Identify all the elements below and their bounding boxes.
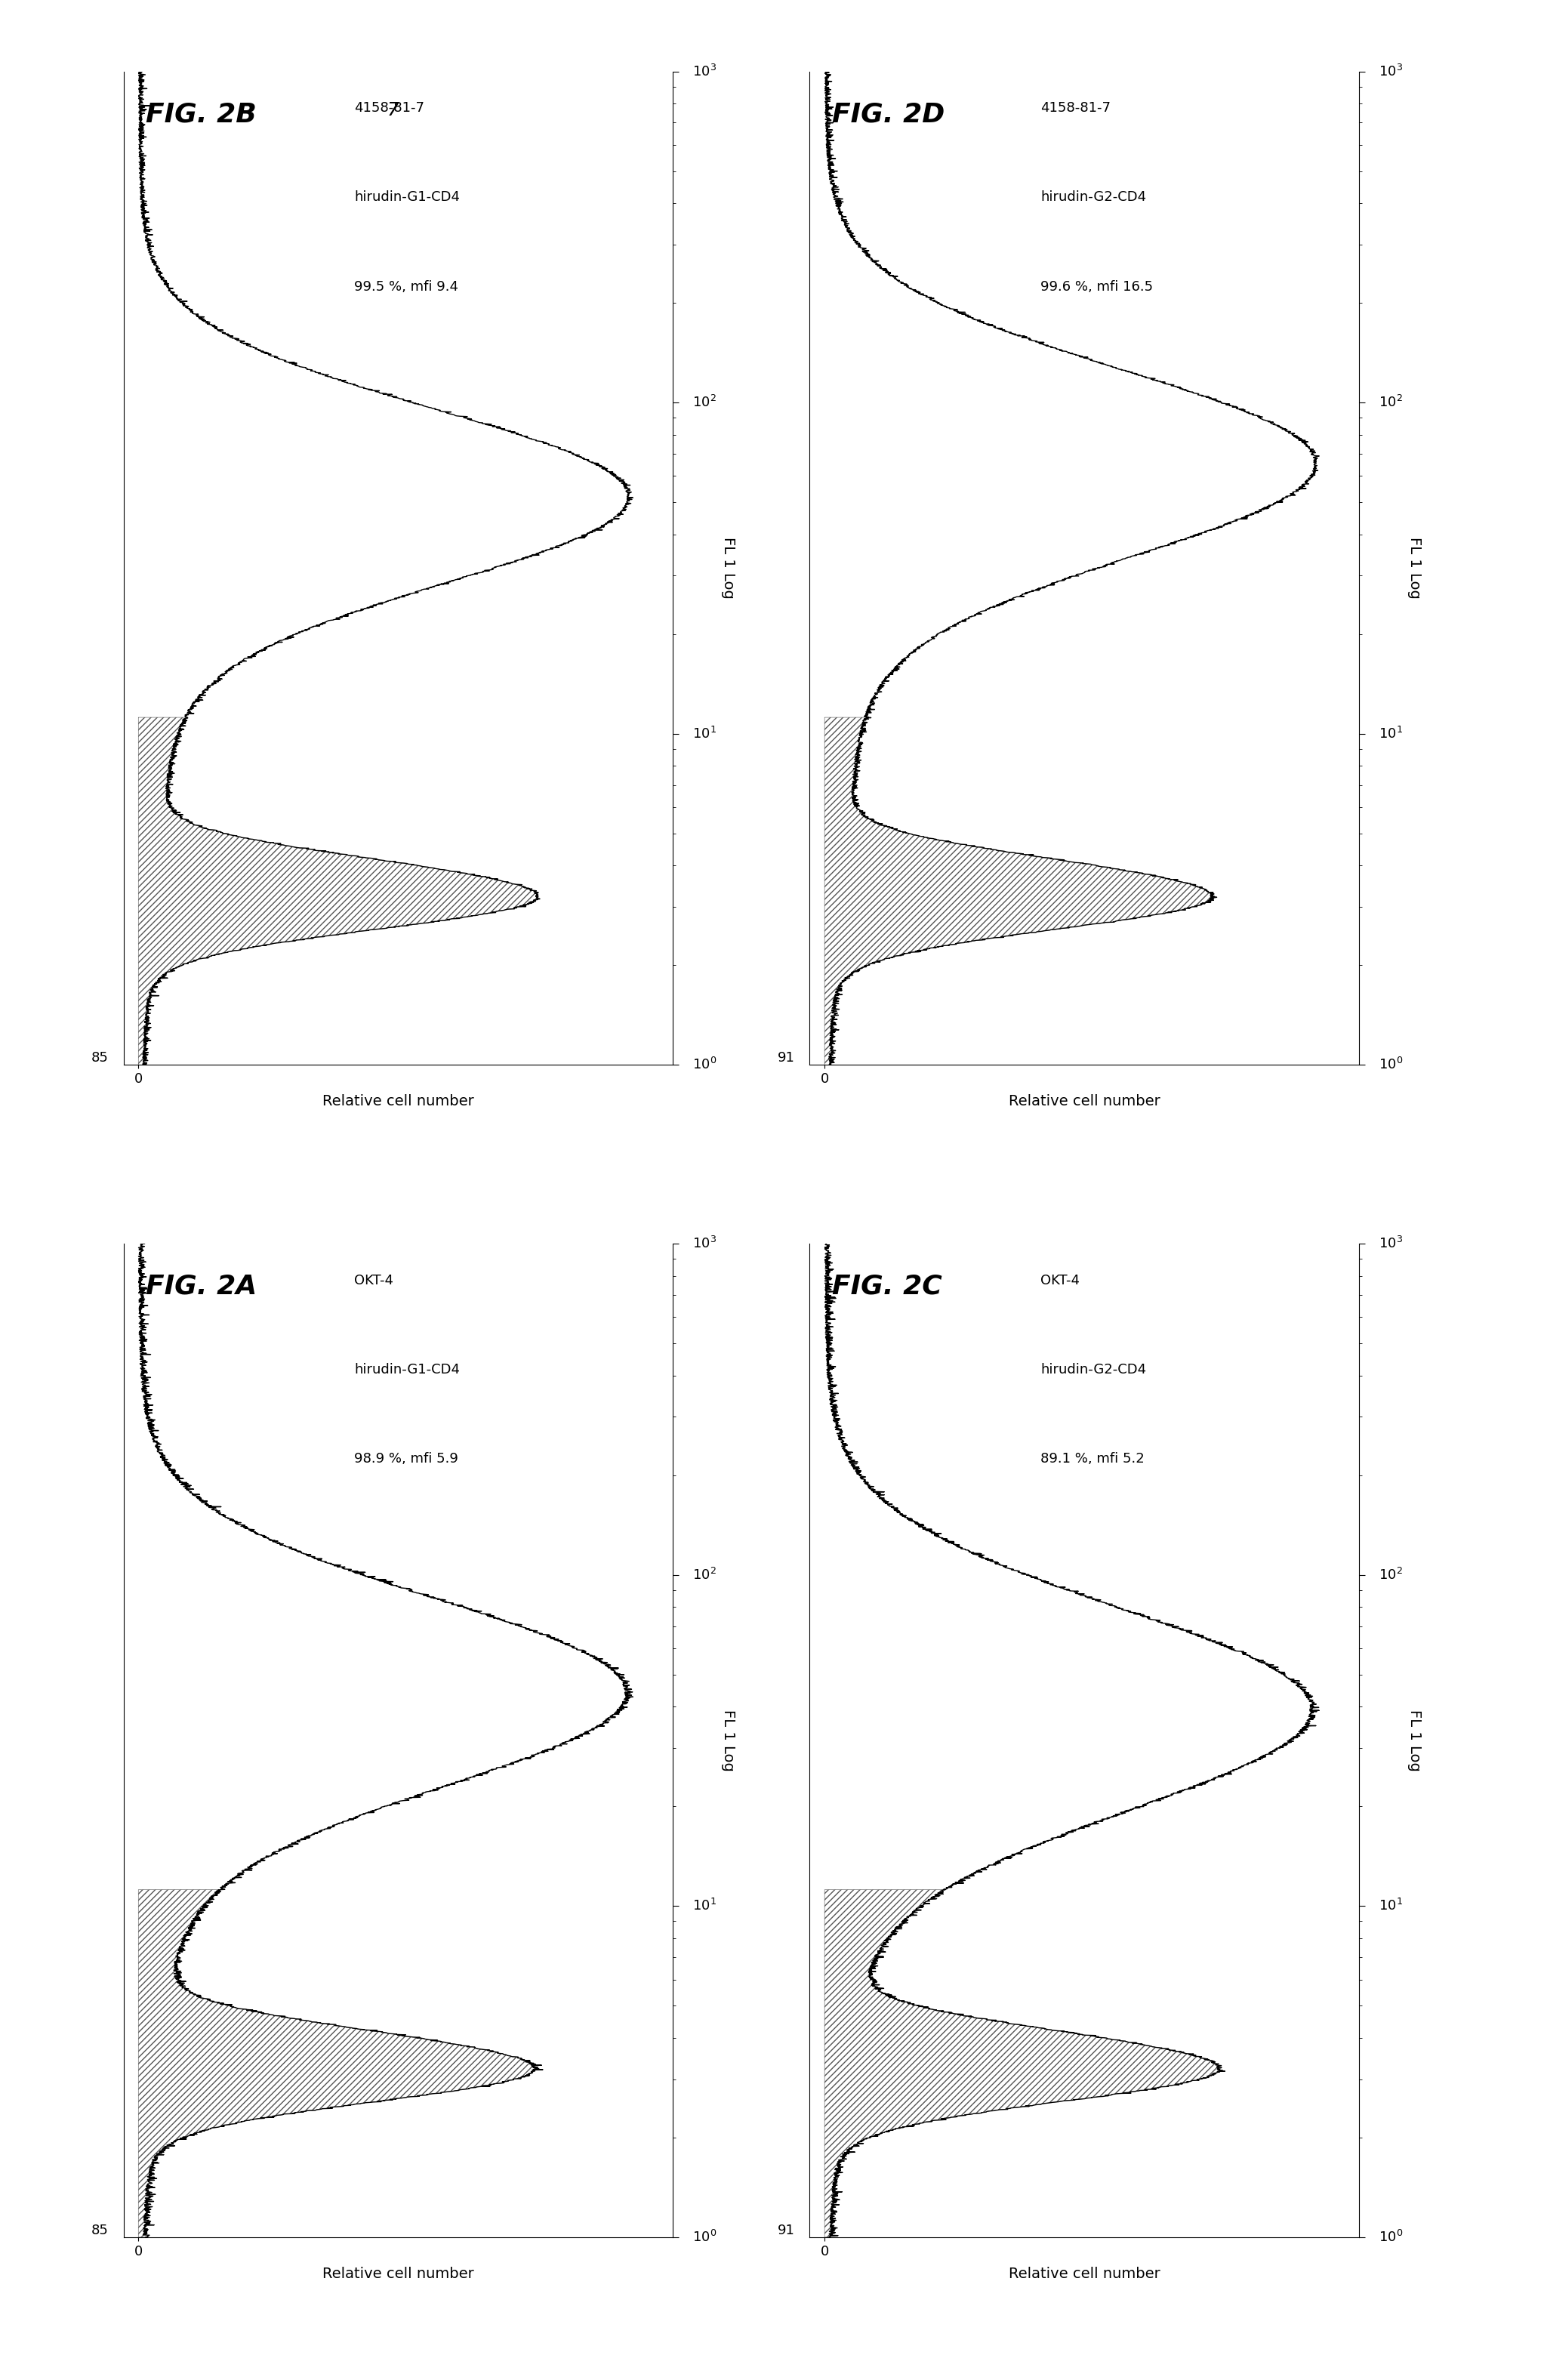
Y-axis label: FL 1 Log: FL 1 Log <box>1408 538 1422 600</box>
Text: $10^1$: $10^1$ <box>692 726 716 740</box>
Text: 85: 85 <box>91 2223 108 2237</box>
Text: $10^3$: $10^3$ <box>1379 1235 1402 1252</box>
Text: $10^2$: $10^2$ <box>692 395 716 409</box>
Text: $10^2$: $10^2$ <box>692 1568 716 1583</box>
Y-axis label: FL 1 Log: FL 1 Log <box>1408 1709 1422 1771</box>
Text: $10^0$: $10^0$ <box>1379 1057 1403 1073</box>
X-axis label: Relative cell number: Relative cell number <box>323 1095 474 1109</box>
Text: FIG. 2B: FIG. 2B <box>145 102 256 126</box>
Text: $10^0$: $10^0$ <box>1379 2230 1403 2244</box>
Y-axis label: FL 1 Log: FL 1 Log <box>721 1709 735 1771</box>
Text: $10^3$: $10^3$ <box>692 1235 716 1252</box>
Text: 7: 7 <box>388 102 398 119</box>
Text: FIG. 2D: FIG. 2D <box>832 102 945 126</box>
Text: 91: 91 <box>778 2223 795 2237</box>
Text: $10^1$: $10^1$ <box>1379 726 1402 740</box>
Text: FIG. 2A: FIG. 2A <box>145 1273 256 1299</box>
Text: hirudin-G2-CD4: hirudin-G2-CD4 <box>1041 1364 1146 1376</box>
Text: OKT-4: OKT-4 <box>354 1273 394 1288</box>
Text: 4158-81-7: 4158-81-7 <box>1041 102 1110 114</box>
Text: $10^3$: $10^3$ <box>692 64 716 79</box>
X-axis label: Relative cell number: Relative cell number <box>1008 2266 1160 2280</box>
X-axis label: Relative cell number: Relative cell number <box>1008 1095 1160 1109</box>
Text: 85: 85 <box>91 1052 108 1064</box>
Text: $10^2$: $10^2$ <box>1379 395 1402 409</box>
Text: hirudin-G1-CD4: hirudin-G1-CD4 <box>354 1364 460 1376</box>
Text: $10^0$: $10^0$ <box>692 1057 716 1073</box>
Text: 91: 91 <box>778 1052 795 1064</box>
Text: $10^3$: $10^3$ <box>1379 64 1402 79</box>
Text: 89.1 %, mfi 5.2: 89.1 %, mfi 5.2 <box>1041 1452 1144 1466</box>
Text: $10^1$: $10^1$ <box>1379 1899 1402 1914</box>
Y-axis label: FL 1 Log: FL 1 Log <box>721 538 735 600</box>
Text: OKT-4: OKT-4 <box>1041 1273 1079 1288</box>
Text: $10^2$: $10^2$ <box>1379 1568 1402 1583</box>
Text: FIG. 2C: FIG. 2C <box>832 1273 942 1299</box>
Text: hirudin-G2-CD4: hirudin-G2-CD4 <box>1041 190 1146 205</box>
Text: 99.6 %, mfi 16.5: 99.6 %, mfi 16.5 <box>1041 281 1153 293</box>
Text: $10^1$: $10^1$ <box>692 1899 716 1914</box>
X-axis label: Relative cell number: Relative cell number <box>323 2266 474 2280</box>
Text: 98.9 %, mfi 5.9: 98.9 %, mfi 5.9 <box>354 1452 459 1466</box>
Text: hirudin-G1-CD4: hirudin-G1-CD4 <box>354 190 460 205</box>
Text: $10^0$: $10^0$ <box>692 2230 716 2244</box>
Text: 99.5 %, mfi 9.4: 99.5 %, mfi 9.4 <box>354 281 459 293</box>
Text: 4158-81-7: 4158-81-7 <box>354 102 425 114</box>
